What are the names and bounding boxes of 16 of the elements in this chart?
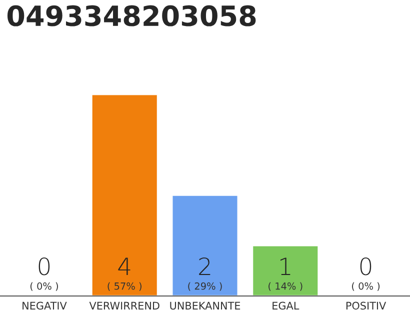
- x-tick-label: VERWIRREND: [89, 302, 160, 310]
- annotation: ( 0% ): [30, 282, 58, 291]
- annotation: ( 57% ): [108, 282, 142, 291]
- annotation: ( 0% ): [352, 282, 380, 291]
- x-tick-label: UNBEKANNTE: [170, 302, 240, 310]
- chart-title: 0493348203058: [7, 5, 256, 26]
- annotation: ( 29% ): [188, 282, 222, 291]
- annotation: ( 14% ): [268, 282, 302, 291]
- x-tick-label: EGAL: [272, 302, 300, 310]
- x-tick-label: POSITIV: [346, 302, 386, 310]
- data-label: 0: [38, 257, 50, 276]
- data-label: 2: [199, 257, 210, 275]
- x-tick-label: NEGATIV: [22, 302, 67, 310]
- data-label: 4: [118, 258, 130, 275]
- data-label: 0: [360, 257, 372, 276]
- data-label: 1: [280, 258, 290, 275]
